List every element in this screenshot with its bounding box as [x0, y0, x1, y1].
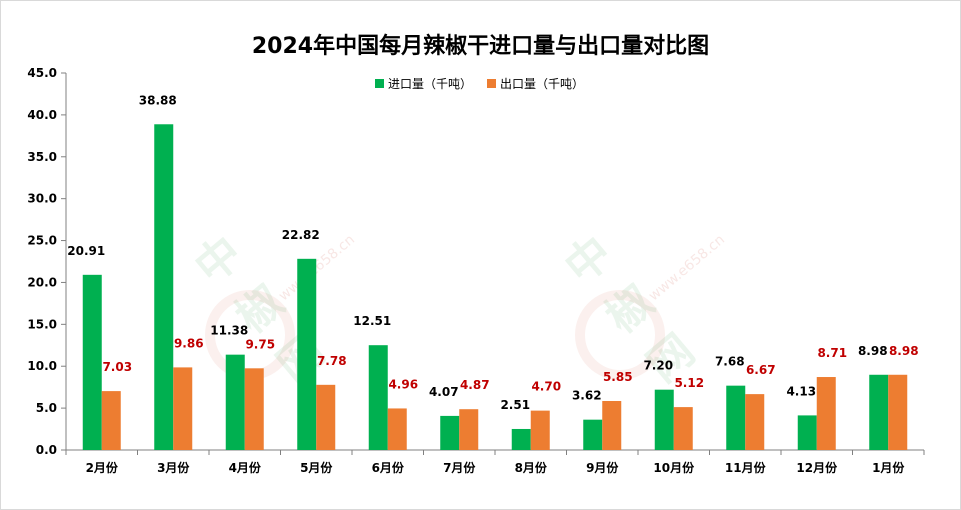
import-bar — [368, 345, 388, 450]
import-bar — [654, 389, 674, 450]
export-bar — [101, 391, 121, 450]
y-tick-label: 5.0 — [36, 401, 57, 415]
import-bar — [797, 415, 817, 450]
export-data-label: 4.87 — [460, 378, 490, 392]
export-bar — [387, 408, 407, 450]
export-bar — [602, 400, 622, 450]
y-tick-label: 25.0 — [27, 234, 57, 248]
export-bar — [173, 367, 193, 450]
export-bar — [244, 368, 264, 450]
x-tick-label: 4月份 — [229, 460, 262, 475]
x-tick-label: 1月份 — [872, 460, 905, 475]
x-tick-label: 6月份 — [372, 460, 405, 475]
import-bar — [297, 258, 317, 450]
import-data-label: 3.62 — [572, 389, 602, 403]
y-tick-label: 30.0 — [27, 192, 57, 206]
watermark-logo-icon — [575, 290, 665, 380]
import-bar — [82, 274, 102, 450]
import-data-label: 38.88 — [139, 93, 177, 107]
legend-label-export: 出口量（千吨） — [500, 77, 584, 91]
import-bar — [154, 124, 174, 450]
chart-title: 2024年中国每月辣椒干进口量与出口量对比图 — [251, 34, 710, 59]
x-tick-label: 11月份 — [725, 460, 767, 475]
import-bar — [869, 374, 889, 450]
export-data-label: 5.85 — [603, 370, 633, 384]
export-data-label: 6.67 — [746, 363, 776, 377]
y-tick-label: 10.0 — [27, 359, 57, 373]
export-bar — [530, 410, 550, 450]
export-data-label: 5.12 — [674, 376, 704, 390]
import-data-label: 20.91 — [67, 244, 105, 258]
import-data-label: 4.13 — [786, 384, 816, 398]
import-data-label: 2.51 — [500, 398, 530, 412]
import-data-label: 8.98 — [858, 344, 888, 358]
export-data-label: 8.98 — [889, 344, 919, 358]
export-data-label: 7.78 — [317, 354, 347, 368]
export-data-label: 4.96 — [388, 377, 418, 391]
x-tick-label: 12月份 — [796, 460, 838, 475]
export-bar — [816, 377, 836, 450]
export-bar — [745, 394, 765, 450]
export-data-label: 8.71 — [817, 346, 847, 360]
y-tick-label: 40.0 — [27, 108, 57, 122]
x-tick-label: 5月份 — [300, 460, 333, 475]
import-bar — [440, 415, 460, 450]
export-data-label: 4.70 — [531, 380, 561, 394]
import-data-label: 22.82 — [282, 228, 320, 242]
export-data-label: 9.86 — [174, 336, 204, 350]
export-bar — [316, 384, 336, 450]
import-data-label: 11.38 — [210, 324, 248, 338]
y-tick-label: 45.0 — [27, 66, 57, 80]
export-data-label: 7.03 — [102, 360, 132, 374]
x-tick-label: 9月份 — [586, 460, 619, 475]
x-tick-label: 10月份 — [653, 460, 695, 475]
import-bar — [511, 428, 531, 450]
import-data-label: 12.51 — [353, 314, 391, 328]
y-tick-label: 0.0 — [36, 443, 57, 457]
y-tick-label: 20.0 — [27, 275, 57, 289]
legend-label-import: 进口量（千吨） — [388, 77, 472, 91]
import-bar — [225, 354, 245, 450]
export-bar — [888, 374, 908, 450]
x-tick-label: 8月份 — [515, 460, 548, 475]
export-bar — [459, 409, 479, 450]
x-tick-label: 7月份 — [443, 460, 476, 475]
import-data-label: 7.20 — [643, 359, 673, 373]
x-tick-label: 2月份 — [86, 460, 119, 475]
y-tick-label: 35.0 — [27, 150, 57, 164]
export-bar — [673, 407, 693, 450]
legend-swatch-import — [375, 79, 384, 88]
import-bar — [726, 385, 746, 450]
import-data-label: 7.68 — [715, 355, 745, 369]
legend-swatch-export — [487, 79, 496, 88]
import-bar — [583, 419, 603, 450]
x-tick-label: 3月份 — [157, 460, 190, 475]
y-tick-label: 15.0 — [27, 317, 57, 331]
export-data-label: 9.75 — [245, 337, 275, 351]
import-data-label: 4.07 — [429, 385, 459, 399]
